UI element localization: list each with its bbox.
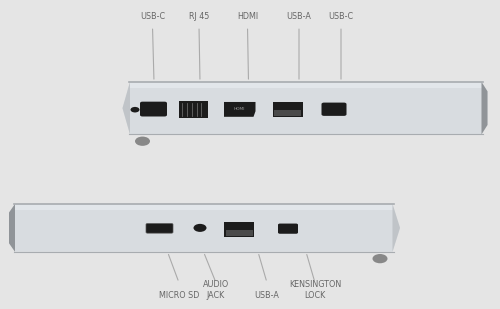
Bar: [224, 222, 254, 237]
Circle shape: [194, 224, 206, 232]
Polygon shape: [482, 82, 488, 134]
Polygon shape: [224, 102, 256, 117]
FancyBboxPatch shape: [140, 102, 167, 116]
Polygon shape: [9, 204, 15, 252]
FancyBboxPatch shape: [278, 224, 298, 234]
Polygon shape: [122, 82, 130, 134]
Text: USB-C: USB-C: [140, 12, 165, 21]
Polygon shape: [15, 204, 392, 210]
Text: RJ 45: RJ 45: [189, 12, 209, 21]
Bar: [179, 101, 208, 118]
Circle shape: [130, 107, 140, 112]
Text: USB-C: USB-C: [328, 12, 353, 21]
Ellipse shape: [135, 137, 150, 146]
Text: AUDIO
JACK: AUDIO JACK: [203, 280, 229, 300]
Text: USB-A: USB-A: [286, 12, 312, 21]
Text: HDMI: HDMI: [237, 12, 258, 21]
Polygon shape: [130, 82, 482, 88]
Text: USB-A: USB-A: [254, 291, 280, 300]
Ellipse shape: [372, 254, 388, 263]
Bar: [274, 110, 301, 116]
Polygon shape: [122, 82, 488, 134]
Text: MICRO SD: MICRO SD: [159, 291, 199, 300]
Text: HDMI: HDMI: [234, 107, 245, 111]
FancyBboxPatch shape: [322, 103, 346, 116]
Bar: [272, 102, 302, 117]
Bar: [226, 230, 252, 236]
Polygon shape: [392, 204, 400, 252]
Text: KENSINGTON
LOCK: KENSINGTON LOCK: [289, 280, 341, 300]
FancyBboxPatch shape: [146, 224, 173, 233]
Polygon shape: [9, 204, 400, 252]
